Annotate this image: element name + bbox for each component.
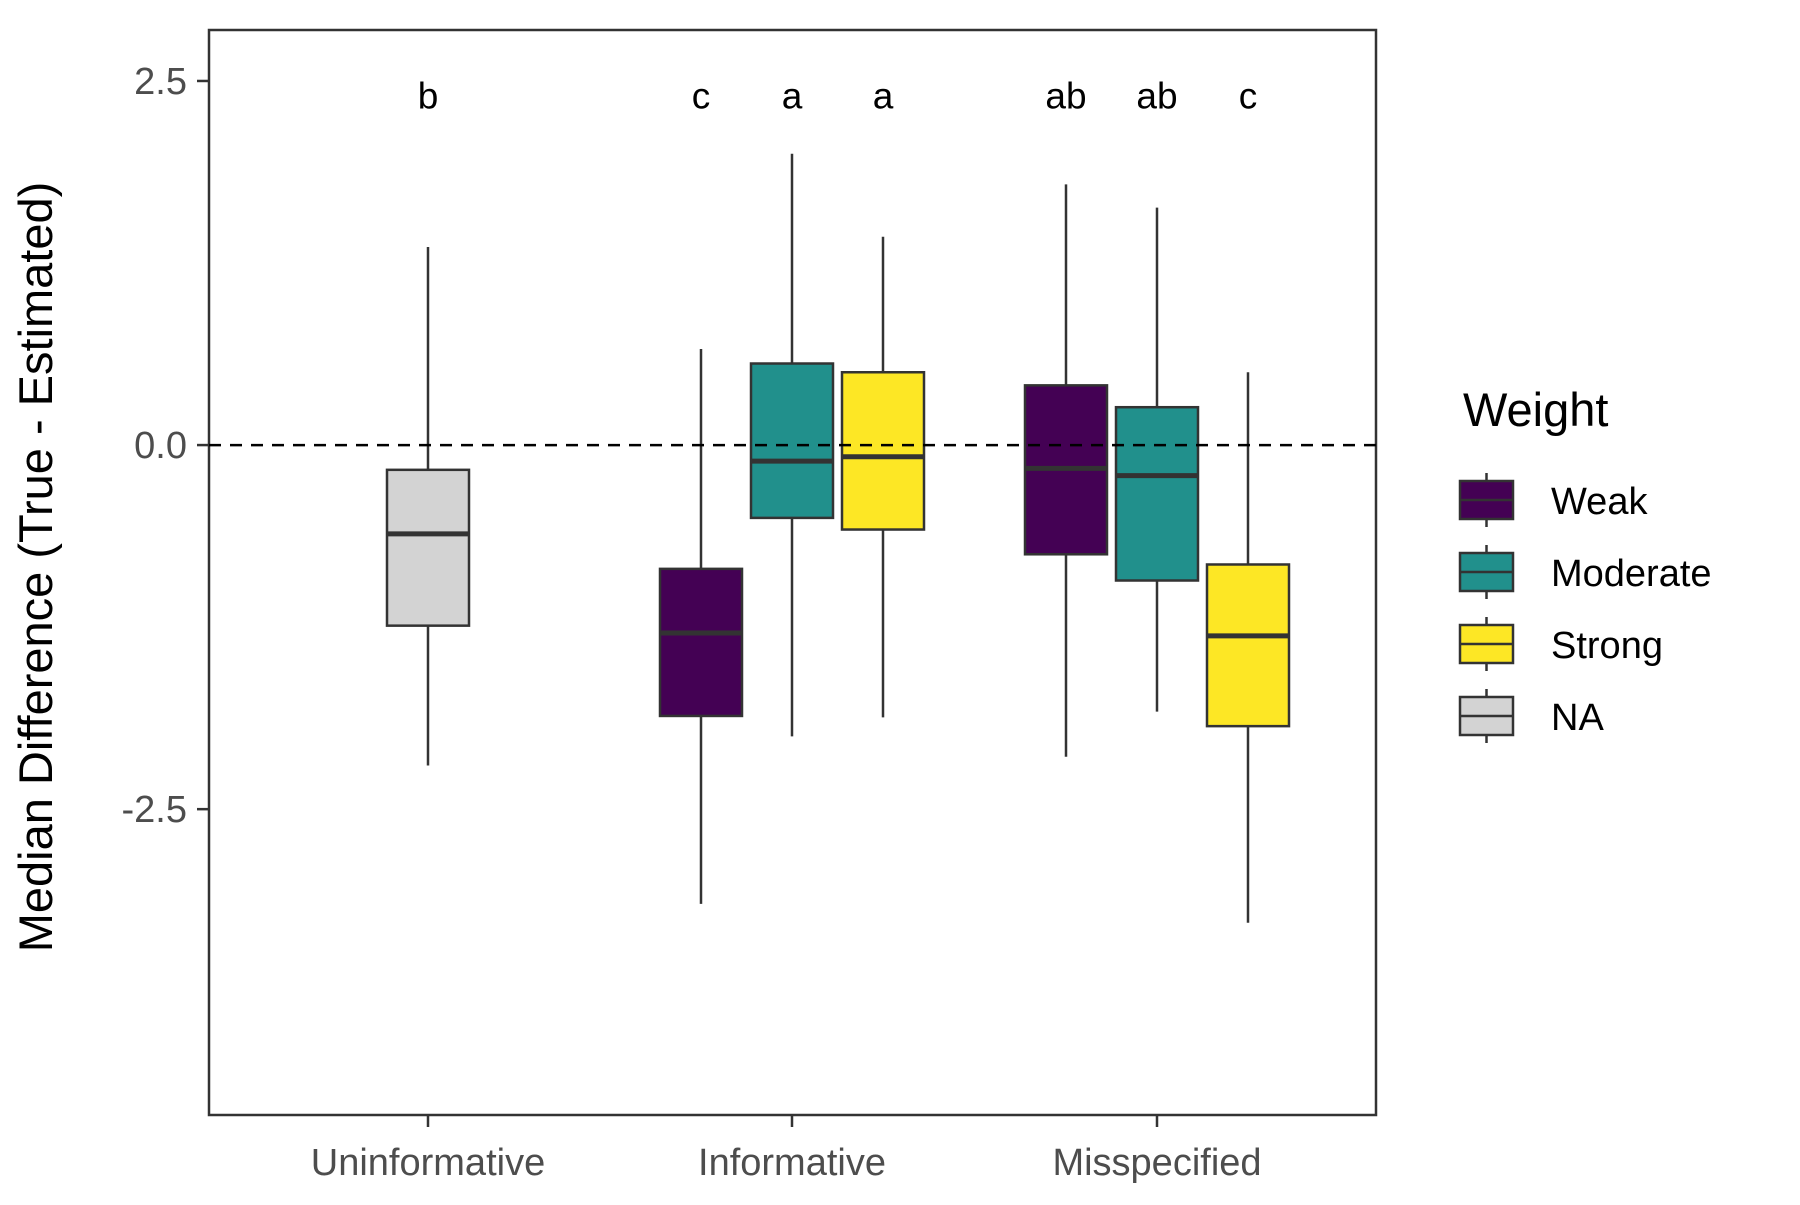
- x-tick-label: Informative: [698, 1142, 886, 1184]
- significance-letter: ab: [1045, 75, 1086, 116]
- significance-letter: a: [782, 75, 803, 116]
- plot-area: 2.5 0.0 -2.5 Uninformative Informative Misspe…: [122, 28, 1378, 1184]
- box-uninformative-na: b: [385, 75, 471, 766]
- legend-item-na: NA: [1458, 689, 1604, 743]
- box-informative-weak: c: [658, 75, 744, 904]
- legend-label: NA: [1551, 697, 1604, 739]
- legend-item-weak: Weak: [1458, 473, 1648, 527]
- box-body: [1205, 563, 1291, 728]
- y-tick-label: 2.5: [134, 61, 187, 103]
- y-tick-label: 0.0: [134, 425, 187, 467]
- y-axis-title: Median Difference (True - Estimated): [9, 182, 62, 953]
- box-misspecified-strong: c: [1205, 75, 1291, 923]
- y-tick-label: -2.5: [122, 789, 187, 831]
- box-misspecified-moderate: ab: [1114, 75, 1200, 712]
- legend-title: Weight: [1463, 383, 1608, 436]
- x-tick-label: Misspecified: [1052, 1142, 1261, 1184]
- significance-letter: c: [1239, 75, 1258, 116]
- box-informative-moderate: a: [749, 75, 835, 737]
- significance-letter: ab: [1136, 75, 1177, 116]
- significance-letter: b: [418, 75, 439, 116]
- legend-label: Moderate: [1551, 553, 1712, 595]
- legend: Weight Weak Moderate Strong NA: [1458, 383, 1712, 743]
- significance-letter: c: [692, 75, 711, 116]
- legend-label: Strong: [1551, 625, 1663, 667]
- legend-item-moderate: Moderate: [1458, 545, 1712, 599]
- box-misspecified-weak: ab: [1023, 75, 1109, 757]
- legend-item-strong: Strong: [1458, 617, 1663, 671]
- significance-letter: a: [873, 75, 894, 116]
- box-informative-strong: a: [840, 75, 926, 718]
- box-body: [385, 468, 471, 627]
- box-body: [658, 567, 744, 718]
- x-tick-label: Uninformative: [311, 1142, 545, 1184]
- box-body: [1114, 405, 1200, 582]
- legend-label: Weak: [1551, 481, 1648, 523]
- box-body: [840, 370, 926, 531]
- box-body: [749, 362, 835, 520]
